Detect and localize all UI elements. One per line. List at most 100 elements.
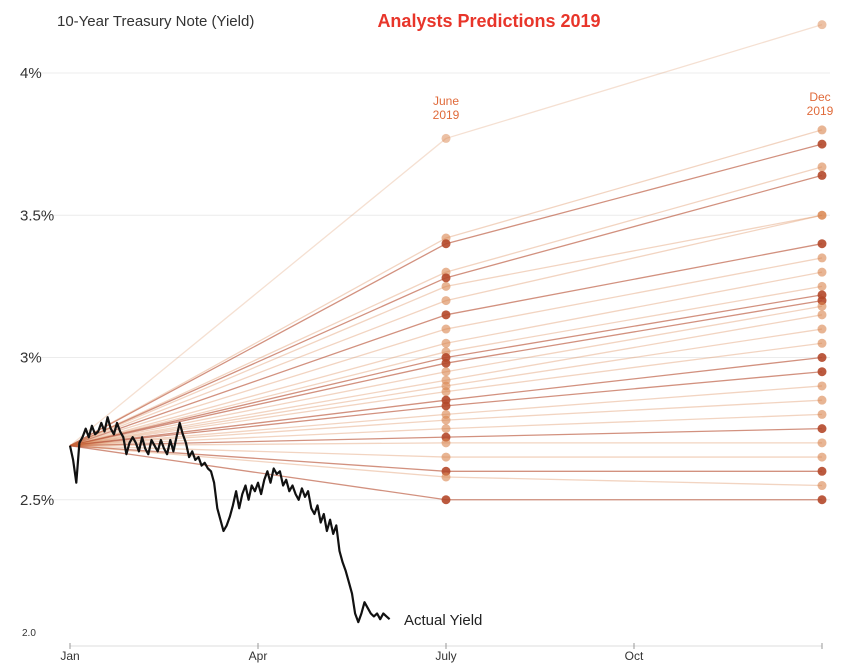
prediction-line-dec	[445, 257, 823, 330]
june-prediction-point	[441, 438, 451, 448]
prediction-line-dec	[445, 413, 823, 430]
prediction-line-june	[69, 271, 447, 447]
prediction-line-june	[69, 445, 447, 472]
prediction-points	[441, 20, 827, 505]
prediction-line-dec	[445, 143, 823, 245]
prediction-line-dec	[445, 271, 823, 344]
prediction-lines	[69, 24, 823, 501]
column-header-label: 2019	[807, 104, 834, 118]
june-prediction-point	[441, 358, 451, 368]
dec-prediction-point	[817, 210, 827, 220]
prediction-line-june	[69, 356, 447, 447]
prediction-line-june	[69, 436, 447, 447]
june-prediction-point	[441, 424, 451, 434]
column-header-label: Dec	[809, 90, 830, 104]
y-tick-label: 2.5%	[20, 492, 54, 509]
prediction-line-june	[69, 442, 447, 447]
june-prediction-point	[441, 401, 451, 411]
dec-prediction-point	[817, 438, 827, 448]
prediction-line-dec	[445, 328, 823, 387]
prediction-line-june	[69, 385, 447, 447]
june-prediction-point	[441, 387, 451, 397]
column-header-label: 2019	[433, 108, 460, 122]
prediction-line-june	[69, 351, 447, 447]
prediction-line-june	[69, 419, 447, 447]
dec-prediction-point	[817, 239, 827, 249]
prediction-line-june	[69, 445, 447, 501]
x-axis: Jan Apr July Oct	[60, 643, 823, 663]
prediction-line-june	[69, 328, 447, 447]
prediction-line-june	[69, 277, 447, 447]
prediction-line-june	[69, 427, 447, 447]
prediction-line-june	[69, 342, 447, 447]
prediction-line-june	[69, 445, 447, 458]
prediction-line-dec	[445, 243, 823, 316]
dec-prediction-point	[817, 495, 827, 505]
x-tick-label: Jan	[60, 649, 79, 663]
prediction-line-dec	[445, 371, 823, 407]
dec-prediction-point	[817, 125, 827, 135]
dec-prediction-point	[817, 310, 827, 320]
dec-prediction-point	[817, 409, 827, 419]
dec-prediction-point	[817, 301, 827, 311]
june-prediction-point	[441, 273, 451, 283]
prediction-line-dec	[445, 427, 823, 438]
actual-yield-line	[68, 416, 391, 624]
dec-prediction-point	[817, 162, 827, 172]
prediction-line-dec	[445, 305, 823, 373]
prediction-line-dec	[445, 314, 823, 381]
prediction-line-june	[69, 237, 447, 447]
dec-prediction-point	[817, 139, 827, 149]
y-tick-label: 4%	[20, 65, 42, 82]
prediction-line-dec	[445, 129, 823, 239]
prediction-line-june	[69, 362, 447, 447]
prediction-line-dec	[445, 476, 823, 487]
dec-prediction-point	[817, 253, 827, 263]
prediction-line-june	[69, 379, 447, 447]
june-prediction-point	[441, 495, 451, 505]
prediction-line-dec	[445, 24, 823, 140]
dec-prediction-point	[817, 481, 827, 491]
prediction-line-dec	[445, 399, 823, 421]
prediction-line-dec	[445, 299, 823, 364]
prediction-line-dec	[445, 166, 823, 273]
prediction-line-dec	[445, 385, 823, 416]
june-prediction-point	[441, 310, 451, 320]
y-tick-label: 2.0	[22, 628, 36, 639]
dec-prediction-point	[817, 466, 827, 476]
prediction-line-june	[69, 314, 447, 447]
june-prediction-point	[441, 239, 451, 249]
prediction-line-dec	[445, 342, 823, 393]
prediction-line-dec	[445, 285, 823, 353]
prediction-line-june	[69, 371, 447, 447]
chart-title: Analysts Predictions 2019	[377, 11, 600, 31]
prediction-line-june	[69, 299, 447, 447]
chart-subtitle: 10-Year Treasury Note (Yield)	[57, 13, 254, 30]
actual-yield-label: Actual Yield	[404, 612, 482, 629]
prediction-line-dec	[445, 356, 823, 401]
prediction-line-june	[69, 413, 447, 447]
dec-prediction-point	[817, 20, 827, 30]
y-axis: 4% 3.5% 3% 2.5% 2.0	[20, 65, 54, 639]
prediction-line-dec	[445, 214, 823, 302]
prediction-line-june	[69, 285, 447, 447]
prediction-line-dec	[445, 294, 823, 359]
june-prediction-point	[441, 338, 451, 348]
dec-prediction-point	[817, 281, 827, 291]
y-tick-label: 3.5%	[20, 207, 54, 224]
prediction-line-june	[69, 137, 447, 447]
dec-prediction-point	[817, 338, 827, 348]
prediction-line-dec	[445, 174, 823, 279]
dec-prediction-point	[817, 267, 827, 277]
june-prediction-point	[441, 281, 451, 291]
june-prediction-point	[441, 133, 451, 143]
june-prediction-point	[441, 472, 451, 482]
june-prediction-point	[441, 452, 451, 462]
x-tick-label: July	[435, 649, 456, 663]
dec-prediction-point	[817, 452, 827, 462]
prediction-line-dec	[445, 214, 823, 288]
june-prediction-point	[441, 415, 451, 425]
x-tick-label: Oct	[625, 649, 644, 663]
